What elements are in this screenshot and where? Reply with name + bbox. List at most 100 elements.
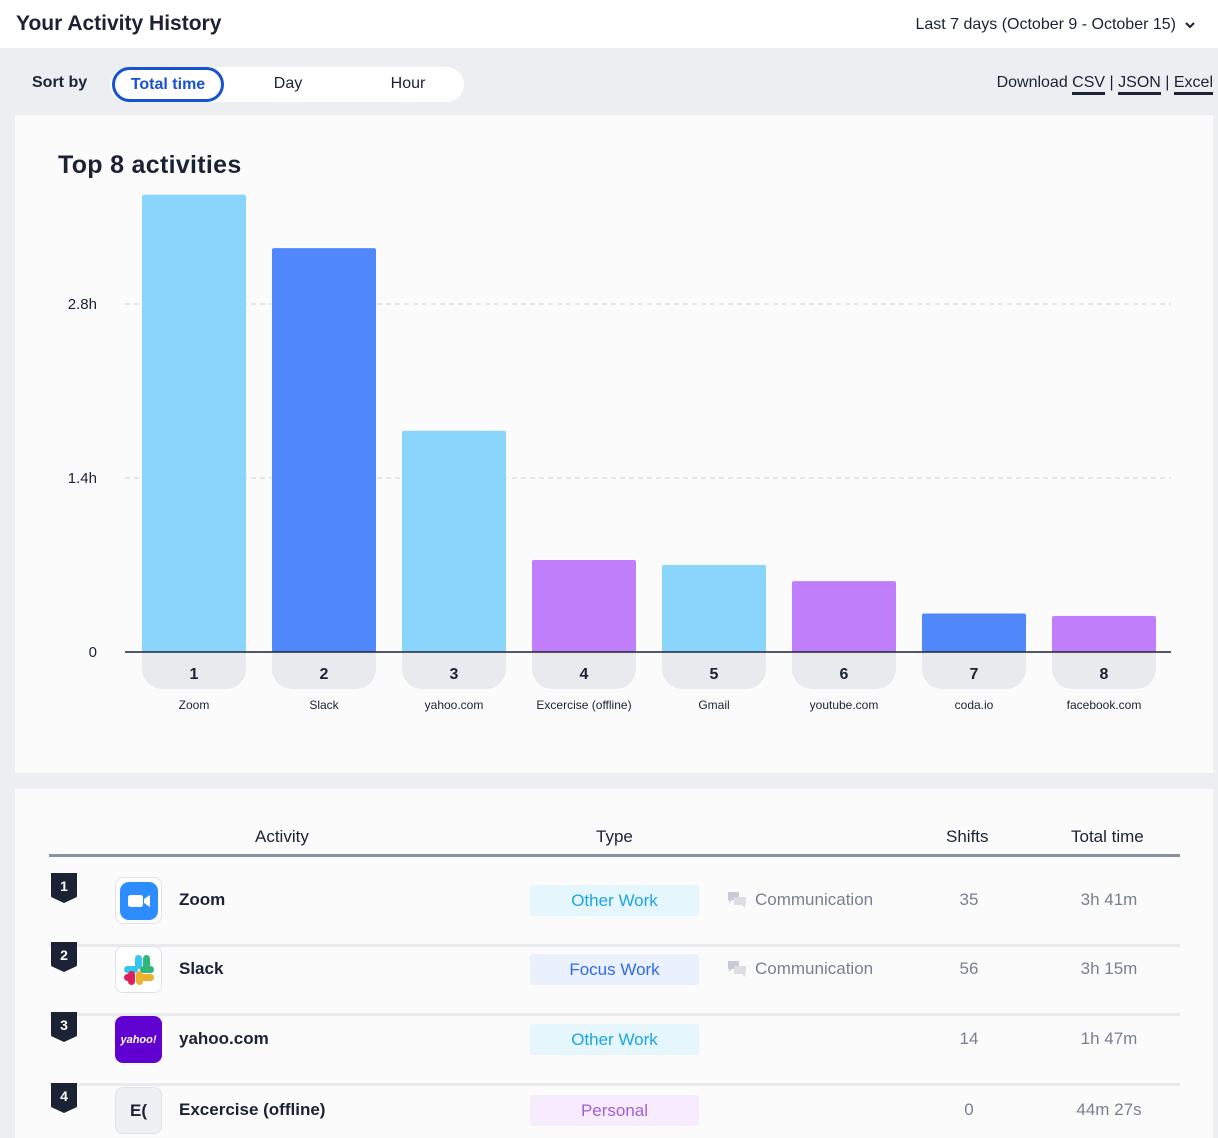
date-range-dropdown[interactable]: Last 7 days (October 9 - October 15): [915, 16, 1196, 34]
exercise-icon-text: E(: [130, 1100, 147, 1120]
x-tick-label: 3: [450, 666, 459, 683]
total-time-value: 3h 15m: [1080, 959, 1138, 978]
category-name-label: Excercise (offline): [536, 698, 631, 712]
page-title: Your Activity History: [16, 12, 222, 35]
category-name-label: Gmail: [698, 698, 729, 712]
separator: |: [1165, 74, 1170, 91]
x-tick-label: 1: [190, 666, 199, 683]
shifts-value: 0: [964, 1100, 974, 1119]
bar: [662, 565, 766, 652]
page-header: Your Activity History Last 7 days (Octob…: [0, 0, 1218, 48]
zoom-icon: [115, 877, 162, 924]
rank-badge: 1: [51, 873, 77, 903]
x-tick-label: 4: [580, 666, 589, 683]
total-time-value: 3h 41m: [1080, 890, 1138, 909]
header-total-time[interactable]: Total time: [1071, 827, 1144, 846]
bar: [922, 613, 1026, 652]
category-name-label: Slack: [309, 698, 339, 712]
table-row[interactable]: 4 E( Excercise (offline) Personal 0 44m …: [49, 1083, 1180, 1138]
bar: [532, 560, 636, 652]
total-time-value: 1h 47m: [1080, 1029, 1138, 1048]
x-tick-label: 5: [710, 666, 719, 683]
activity-name: yahoo.com: [179, 1029, 269, 1048]
header-activity[interactable]: Activity: [255, 827, 309, 846]
sort-total-time-button[interactable]: Total time: [112, 67, 224, 102]
type-pill[interactable]: Focus Work: [530, 954, 699, 985]
category-pill: [1052, 653, 1156, 689]
category-pill: [142, 653, 246, 689]
date-range-label: Last 7 days (October 9 - October 15): [915, 16, 1176, 33]
rank-badge: 4: [51, 1083, 77, 1113]
category-name-label: yahoo.com: [425, 698, 484, 712]
shifts-value: 56: [959, 959, 979, 978]
chevron-down-icon: [1185, 22, 1195, 29]
category-pill: [922, 653, 1026, 689]
header-divider: [49, 854, 1180, 857]
bar: [272, 248, 376, 653]
rank-badge: 3: [51, 1012, 77, 1042]
chart-title: Top 8 activities: [58, 151, 242, 179]
subtype-label: Communication: [755, 959, 874, 978]
total-time-value: 44m 27s: [1076, 1100, 1142, 1119]
activity-name: Slack: [179, 959, 224, 978]
category-pill: [792, 653, 896, 689]
category-name-label: Zoom: [179, 698, 210, 712]
type-pill[interactable]: Other Work: [530, 885, 699, 916]
activity-name: Excercise (offline): [179, 1100, 326, 1119]
x-tick-label: 7: [970, 666, 979, 683]
category-pill: [402, 653, 506, 689]
table-row[interactable]: 1 Zoom Other Work Communication 35 3h 41…: [49, 873, 1180, 947]
y-tick-label: 2.8h: [68, 296, 97, 313]
activity-table: Activity Type Shifts Total time 1 Zoom O…: [15, 789, 1213, 1138]
chat-bubbles-icon: [728, 961, 746, 977]
x-tick-label: 8: [1100, 666, 1109, 683]
x-tick-label: 2: [320, 666, 329, 683]
slack-icon: [115, 946, 162, 993]
shifts-value: 35: [959, 890, 979, 909]
y-tick-label: 1.4h: [68, 470, 97, 487]
chart-card: Top 8 activities 0 1.4h 2.8h 1 Zoom 2 Slack 3 ya…: [15, 115, 1213, 773]
bar: [1052, 615, 1156, 652]
table-row[interactable]: 3 yahoo! yahoo.com Other Work 14 1h 47m: [49, 1012, 1180, 1086]
row-divider: [49, 1013, 1180, 1016]
subtype-label: Communication: [755, 890, 874, 909]
activity-name: Zoom: [179, 890, 226, 909]
rank-badge: 2: [51, 942, 77, 972]
category-name-label: youtube.com: [810, 698, 879, 712]
category-pill: [532, 653, 636, 689]
yahoo-logo-text: yahoo!: [120, 1033, 157, 1046]
sort-label: Sort by: [32, 74, 88, 91]
type-pill[interactable]: Personal: [530, 1095, 699, 1126]
download-json-link[interactable]: JSON: [1118, 74, 1161, 95]
sort-hour-button[interactable]: Hour: [390, 75, 426, 92]
header-type[interactable]: Type: [596, 827, 633, 846]
chat-bubbles-icon: [728, 892, 746, 908]
category-name-label: coda.io: [955, 698, 994, 712]
row-divider: [49, 944, 1180, 947]
sort-segmented-control: Total time Day Hour: [110, 67, 464, 102]
exercise-icon: E(: [115, 1087, 162, 1134]
type-pill[interactable]: Other Work: [530, 1024, 699, 1055]
download-links: Download CSV | JSON | Excel: [996, 74, 1213, 95]
bar: [792, 581, 896, 652]
category-pill: [272, 653, 376, 689]
shifts-value: 14: [959, 1029, 979, 1048]
category-name-label: facebook.com: [1067, 698, 1142, 712]
row-divider: [49, 1083, 1180, 1086]
bar: [142, 194, 246, 652]
download-csv-link[interactable]: CSV: [1072, 74, 1106, 95]
table-row[interactable]: 2 Slack Focus Work Communication 56 3h 1…: [49, 942, 1180, 1016]
separator: |: [1109, 74, 1114, 91]
header-shifts[interactable]: Shifts: [946, 827, 989, 846]
download-excel-link[interactable]: Excel: [1173, 74, 1213, 95]
subtype: Communication: [727, 890, 873, 910]
category-pill: [662, 653, 766, 689]
y-tick-label: 0: [89, 644, 97, 661]
yahoo-icon: yahoo!: [115, 1016, 162, 1063]
subtype: Communication: [727, 959, 873, 979]
bar-chart: 0 1.4h 2.8h 1 Zoom 2 Slack 3 yahoo.com 4 Excercise…: [68, 194, 1171, 712]
x-tick-label: 6: [840, 666, 849, 683]
bar: [402, 430, 506, 652]
sort-day-button[interactable]: Day: [273, 75, 303, 92]
download-label: Download: [996, 74, 1068, 91]
